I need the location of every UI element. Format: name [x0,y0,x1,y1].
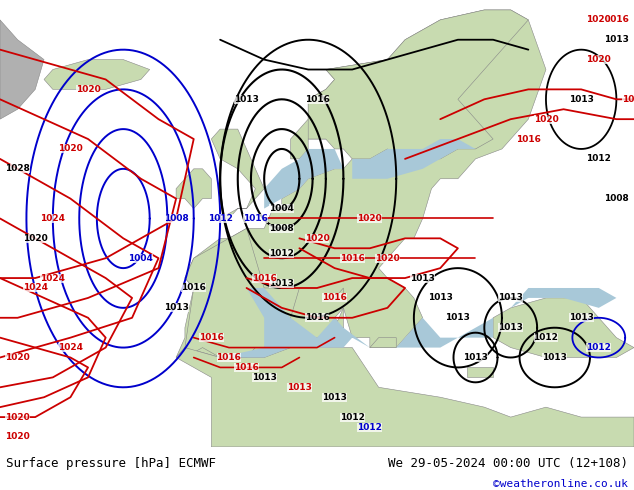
Text: 1028: 1028 [5,164,30,173]
Text: 1012: 1012 [586,154,611,163]
Polygon shape [511,288,616,308]
Text: 1016: 1016 [621,95,634,104]
Text: 1008: 1008 [604,194,629,203]
Text: 1020: 1020 [304,234,330,243]
Text: 1020: 1020 [586,15,611,24]
Text: 1013: 1013 [322,392,347,402]
Text: 1024: 1024 [41,273,65,283]
Text: 1013: 1013 [164,303,188,312]
Text: 1008: 1008 [164,214,188,223]
Text: 1016: 1016 [181,284,206,293]
Text: 1013: 1013 [604,35,629,44]
Text: 1020: 1020 [358,214,382,223]
Text: 1016: 1016 [234,363,259,372]
Text: We 29-05-2024 00:00 UTC (12+108): We 29-05-2024 00:00 UTC (12+108) [387,457,628,470]
Text: 1016: 1016 [304,95,330,104]
Polygon shape [308,10,528,159]
Text: 1016: 1016 [252,273,276,283]
Text: 1013: 1013 [410,273,435,283]
Polygon shape [0,20,44,119]
Polygon shape [220,288,511,358]
Polygon shape [44,60,150,89]
Text: Surface pressure [hPa] ECMWF: Surface pressure [hPa] ECMWF [6,457,216,470]
Text: 1013: 1013 [569,95,593,104]
Text: 1012: 1012 [269,249,294,258]
Text: 1013: 1013 [446,313,470,322]
Text: 1013: 1013 [498,323,523,332]
Text: 1020: 1020 [534,115,559,123]
Text: 1013: 1013 [542,353,567,362]
Text: 1020: 1020 [58,145,83,153]
Text: 1013: 1013 [287,383,312,392]
Text: 1012: 1012 [533,333,559,342]
Polygon shape [185,228,299,358]
Polygon shape [370,338,396,347]
Text: 1016: 1016 [604,15,629,24]
Text: ©weatheronline.co.uk: ©weatheronline.co.uk [493,479,628,489]
Text: 1024: 1024 [23,284,48,293]
Text: 1013: 1013 [428,294,453,302]
Text: 1020: 1020 [23,234,48,243]
Text: 1020: 1020 [5,433,30,441]
Polygon shape [335,288,344,298]
Text: 1012: 1012 [358,422,382,432]
Text: 1004: 1004 [269,204,294,213]
Text: 1012: 1012 [586,343,611,352]
Polygon shape [353,139,476,179]
Polygon shape [493,298,634,358]
Text: 1008: 1008 [269,224,294,233]
Polygon shape [264,149,344,209]
Text: 1016: 1016 [322,294,347,302]
Text: 1020: 1020 [375,254,400,263]
Text: 1013: 1013 [252,373,276,382]
Text: 1013: 1013 [269,278,294,288]
Text: 1013: 1013 [569,313,593,322]
Text: 1013: 1013 [234,95,259,104]
Text: 1016: 1016 [216,353,242,362]
Text: 1012: 1012 [208,214,233,223]
Text: 1020: 1020 [586,55,611,64]
Text: 1016: 1016 [199,333,224,342]
Polygon shape [176,169,211,209]
Text: 1016: 1016 [304,313,330,322]
Polygon shape [211,129,264,219]
Polygon shape [176,10,546,358]
Polygon shape [467,368,493,377]
Text: 1024: 1024 [58,343,83,352]
Text: 1024: 1024 [41,214,65,223]
Polygon shape [335,308,344,328]
Text: 1004: 1004 [129,254,153,263]
Text: 1012: 1012 [340,413,365,421]
Text: 1016: 1016 [243,214,268,223]
Text: 1013: 1013 [463,353,488,362]
Text: 1020: 1020 [5,413,30,421]
Text: 1020: 1020 [75,85,100,94]
Polygon shape [176,347,634,447]
Text: 1016: 1016 [340,254,365,263]
Text: 1016: 1016 [516,135,541,144]
Text: 1013: 1013 [498,294,523,302]
Text: 1020: 1020 [5,353,30,362]
